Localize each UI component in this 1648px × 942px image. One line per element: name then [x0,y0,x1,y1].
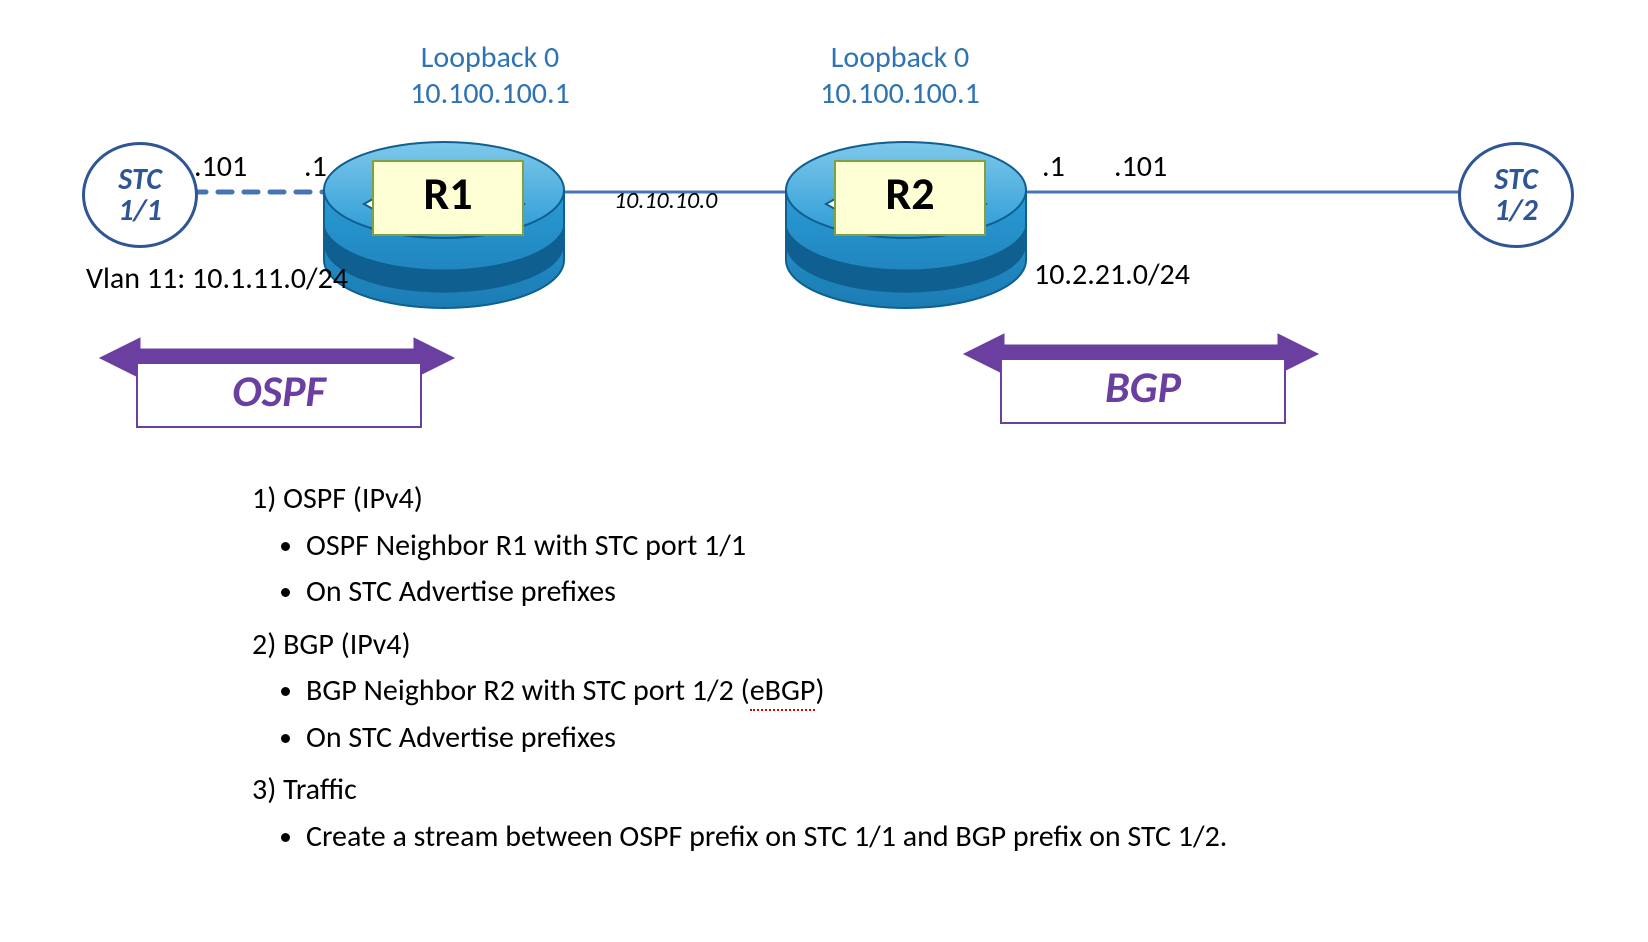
step-1-bullet: OSPF Neighbor R1 with STC port 1/1 [306,523,1552,570]
text: ) [815,672,824,709]
steps-list: 1) OSPF (IPv4) OSPF Neighbor R1 with STC… [252,476,1552,866]
step-1-head: 1) OSPF (IPv4) [252,476,1552,523]
ospf-label: OSPF [138,364,420,418]
step-2-bullet: BGP Neighbor R2 with STC port 1/2 (eBGP) [306,668,1552,715]
ospf-box: OSPF [136,362,422,428]
diagram-canvas: STC 1/1 STC 1/2 R1 R2 Loopback 0 10.100.… [0,0,1648,942]
step-3-bullet: Create a stream between OSPF prefix on S… [306,814,1552,861]
ebgp-text: eBGP [750,672,816,711]
text: BGP Neighbor R2 with STC port 1/2 ( [306,672,750,709]
bgp-box: BGP [1000,358,1286,424]
bgp-label: BGP [1002,360,1284,414]
step-2-head: 2) BGP (IPv4) [252,622,1552,669]
step-2-bullet: On STC Advertise prefixes [306,715,1552,762]
step-3-head: 3) Traffic [252,767,1552,814]
step-1-bullet: On STC Advertise prefixes [306,569,1552,616]
